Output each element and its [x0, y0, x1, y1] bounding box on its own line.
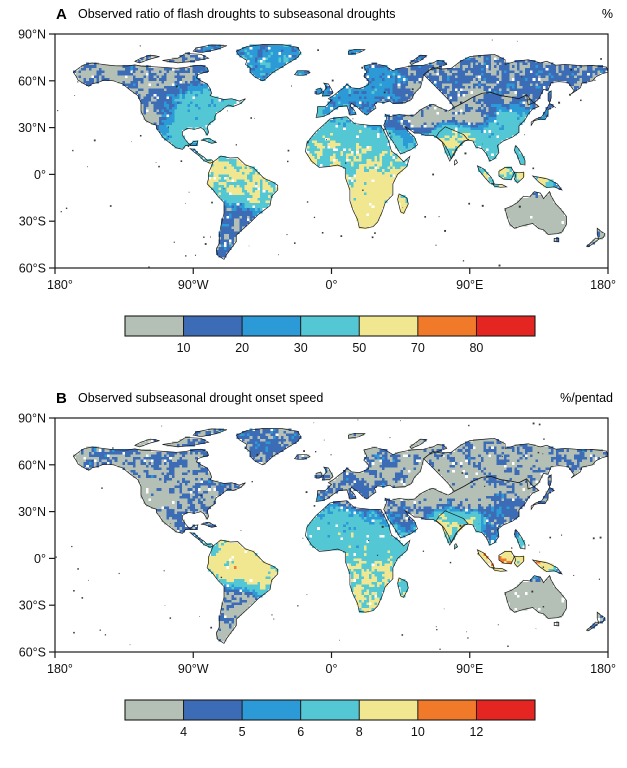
x-tick-label: 90°W: [178, 278, 209, 292]
panel-a: A Observed ratio of flash droughts to su…: [0, 6, 627, 364]
colorbar-segment: [417, 699, 477, 721]
x-tick-label: 90°E: [456, 662, 483, 676]
y-tick-label: 60°N: [18, 74, 46, 88]
colorbar-segment: [417, 315, 477, 337]
colorbar-segment: [183, 315, 243, 337]
y-tick-label: 60°S: [19, 262, 46, 276]
x-tick-label: 180°: [47, 278, 73, 292]
colorbar-tick-label: 10: [411, 725, 425, 739]
colorbar-segment: [183, 699, 243, 721]
colorbar-tick-label: 12: [469, 725, 483, 739]
colorbar-segment: [241, 699, 302, 721]
colorbar-tick-label: 6: [297, 725, 304, 739]
panel-b: B Observed subseasonal drought onset spe…: [0, 384, 627, 768]
panel-b-title: Observed subseasonal drought onset speed: [78, 391, 324, 405]
colorbar-segment: [475, 315, 536, 337]
y-tick-label: 60°S: [19, 646, 46, 660]
colorbar-tick-label: 4: [180, 725, 187, 739]
panel-a-colorbar: 10 20 30 50 70 80: [0, 306, 627, 364]
panel-b-header: B Observed subseasonal drought onset spe…: [0, 390, 627, 410]
panel-b-units: %/pentad: [560, 391, 613, 405]
y-tick-label: 90°N: [18, 412, 46, 426]
x-tick-label: 90°W: [178, 662, 209, 676]
x-tick-label: 180°: [590, 278, 616, 292]
panel-a-letter: A: [56, 6, 67, 23]
colorbar-tick-label: 70: [411, 341, 425, 355]
x-tick-label: 180°: [590, 662, 616, 676]
panel-b-map: 90°N 60°N 30°N 0° 30°S 60°S 180° 90°W 0° 90°E 180°: [0, 410, 627, 678]
colorbar-tick-label: 50: [352, 341, 366, 355]
panel-a-map: 90°N 60°N 30°N 0° 30°S 60°S 180° 90°W 0° 90°E 180°: [0, 26, 627, 294]
colorbar-segment: [475, 699, 536, 721]
x-tick-label: 0°: [326, 278, 338, 292]
y-tick-label: 30°N: [18, 505, 46, 519]
colorbar-tick-label: 30: [294, 341, 308, 355]
y-tick-label: 30°S: [19, 215, 46, 229]
y-tick-label: 30°N: [18, 121, 46, 135]
panel-a-units: %: [601, 7, 613, 21]
colorbar-segment: [124, 315, 185, 337]
colorbar-segment: [300, 315, 360, 337]
colorbar-tick-label: 5: [239, 725, 246, 739]
panel-a-title: Observed ratio of flash droughts to subs…: [78, 7, 396, 21]
colorbar-segment: [124, 699, 185, 721]
x-tick-label: 90°E: [456, 278, 483, 292]
y-tick-label: 0°: [34, 168, 46, 182]
panel-b-letter: B: [56, 390, 67, 407]
x-tick-label: 180°: [47, 662, 73, 676]
colorbar-tick-label: 10: [177, 341, 191, 355]
y-tick-label: 90°N: [18, 28, 46, 42]
colorbar-segment: [358, 315, 419, 337]
colorbar-segment: [300, 699, 360, 721]
colorbar-segment: [241, 315, 302, 337]
panel-a-colorbar-svg: 10 20 30 50 70 80: [124, 315, 536, 355]
x-tick-label: 0°: [326, 662, 338, 676]
y-tick-label: 30°S: [19, 599, 46, 613]
y-tick-label: 60°N: [18, 458, 46, 472]
colorbar-segment: [358, 699, 419, 721]
colorbar-tick-label: 20: [235, 341, 249, 355]
y-tick-label: 0°: [34, 552, 46, 566]
panel-b-colorbar: 4 5 6 8 10 12: [0, 690, 627, 748]
panel-b-colorbar-svg: 4 5 6 8 10 12: [124, 699, 536, 739]
panel-a-header: A Observed ratio of flash droughts to su…: [0, 6, 627, 26]
colorbar-tick-label: 80: [469, 341, 483, 355]
colorbar-tick-label: 8: [356, 725, 363, 739]
